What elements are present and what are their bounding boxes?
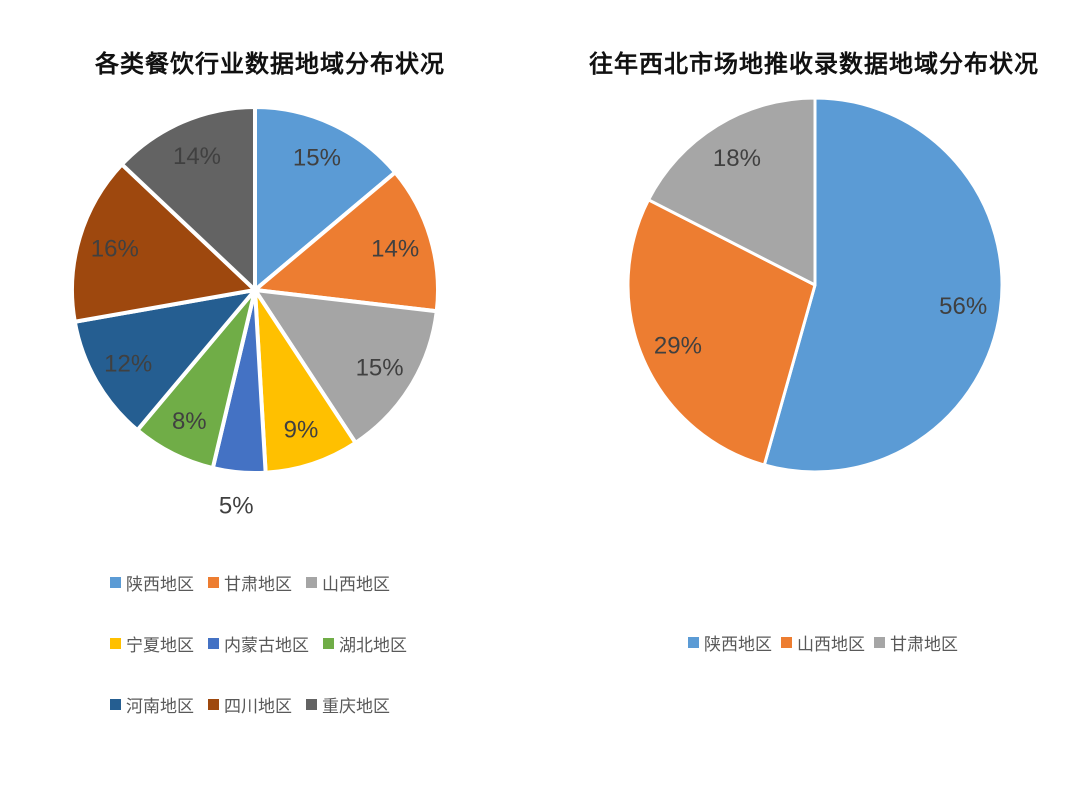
right-chart-legend: 陕西地区 山西地区 甘肃地区 <box>688 630 958 655</box>
legend-row: 河南地区 四川地区 重庆地区 <box>110 692 407 717</box>
legend-swatch-icon <box>323 638 334 649</box>
legend-label: 湖北地区 <box>339 636 407 655</box>
legend-label: 河南地区 <box>126 697 194 716</box>
legend-item-甘肃地区: 甘肃地区 <box>208 570 292 595</box>
right-pie-chart: 56% 29% 18% <box>626 96 1004 474</box>
legend-label: 陕西地区 <box>126 575 194 594</box>
legend-swatch-icon <box>110 699 121 710</box>
slice-label-宁夏地区: 9% <box>284 416 319 443</box>
left-pie-chart: 15% 14% 15% 9% 5% 8% 12% 16% 14% <box>70 105 440 520</box>
legend-item-甘肃地区: 甘肃地区 <box>874 630 958 655</box>
legend-label: 山西地区 <box>797 635 865 654</box>
legend-item-内蒙古地区: 内蒙古地区 <box>208 631 309 656</box>
slice-label-内蒙古地区: 5% <box>219 493 254 520</box>
legend-item-宁夏地区: 宁夏地区 <box>110 631 194 656</box>
pie-slice-河南地区 <box>72 288 257 433</box>
legend-label: 陕西地区 <box>704 635 772 654</box>
legend-item-陕西地区: 陕西地区 <box>110 570 194 595</box>
legend-swatch-icon <box>208 638 219 649</box>
legend-swatch-icon <box>688 637 699 648</box>
legend-label: 重庆地区 <box>322 697 390 716</box>
pie-slice-甘肃地区 <box>647 96 817 287</box>
legend-swatch-icon <box>781 637 792 648</box>
slice-label-山西地区: 29% <box>654 332 702 359</box>
legend-item-山西地区: 山西地区 <box>781 630 865 655</box>
pie-slice-山西地区 <box>626 198 817 467</box>
legend-swatch-icon <box>208 699 219 710</box>
legend-item-湖北地区: 湖北地区 <box>323 631 407 656</box>
legend-label: 山西地区 <box>322 575 390 594</box>
legend-row: 宁夏地区 内蒙古地区 湖北地区 <box>110 631 407 656</box>
pie-slice-陕西地区 <box>253 105 398 292</box>
slice-label-陕西地区: 15% <box>293 145 341 172</box>
legend-item-陕西地区: 陕西地区 <box>688 630 772 655</box>
legend-swatch-icon <box>874 637 885 648</box>
legend-item-河南地区: 河南地区 <box>110 692 194 717</box>
pie-slice-甘肃地区 <box>253 170 440 314</box>
slice-label-陕西地区: 56% <box>939 293 987 320</box>
legend-row: 陕西地区 甘肃地区 山西地区 <box>110 570 407 595</box>
legend-item-四川地区: 四川地区 <box>208 692 292 717</box>
right-chart-title: 往年西北市场地推收录数据地域分布状况 <box>589 51 1039 78</box>
pie-slice-重庆地区 <box>119 105 257 292</box>
pie-slice-山西地区 <box>253 288 439 445</box>
slice-label-甘肃地区: 14% <box>371 235 419 262</box>
slice-label-湖北地区: 8% <box>172 408 207 435</box>
legend-swatch-icon <box>208 577 219 588</box>
legend-label: 甘肃地区 <box>224 575 292 594</box>
legend-label: 内蒙古地区 <box>224 636 309 655</box>
pie-slice-陕西地区 <box>762 96 1004 474</box>
slice-label-重庆地区: 14% <box>173 143 221 170</box>
slice-label-山西地区: 15% <box>356 354 404 381</box>
slice-label-甘肃地区: 18% <box>713 145 761 172</box>
left-chart-legend: 陕西地区 甘肃地区 山西地区宁夏地区 内蒙古地区 湖北地区河南地区 四川地区 重庆地区 <box>110 570 407 753</box>
legend-label: 四川地区 <box>224 697 292 716</box>
pie-slice-四川地区 <box>70 162 257 324</box>
legend-item-山西地区: 山西地区 <box>306 570 390 595</box>
slice-label-河南地区: 12% <box>104 351 152 378</box>
left-chart-title: 各类餐饮行业数据地域分布状况 <box>95 51 445 78</box>
legend-label: 宁夏地区 <box>126 636 194 655</box>
legend-swatch-icon <box>306 577 317 588</box>
legend-swatch-icon <box>306 699 317 710</box>
legend-item-重庆地区: 重庆地区 <box>306 692 390 717</box>
legend-swatch-icon <box>110 638 121 649</box>
legend-label: 甘肃地区 <box>890 635 958 654</box>
legend-swatch-icon <box>110 577 121 588</box>
legend-row: 陕西地区 山西地区 甘肃地区 <box>688 630 958 655</box>
slice-label-四川地区: 16% <box>91 235 139 262</box>
